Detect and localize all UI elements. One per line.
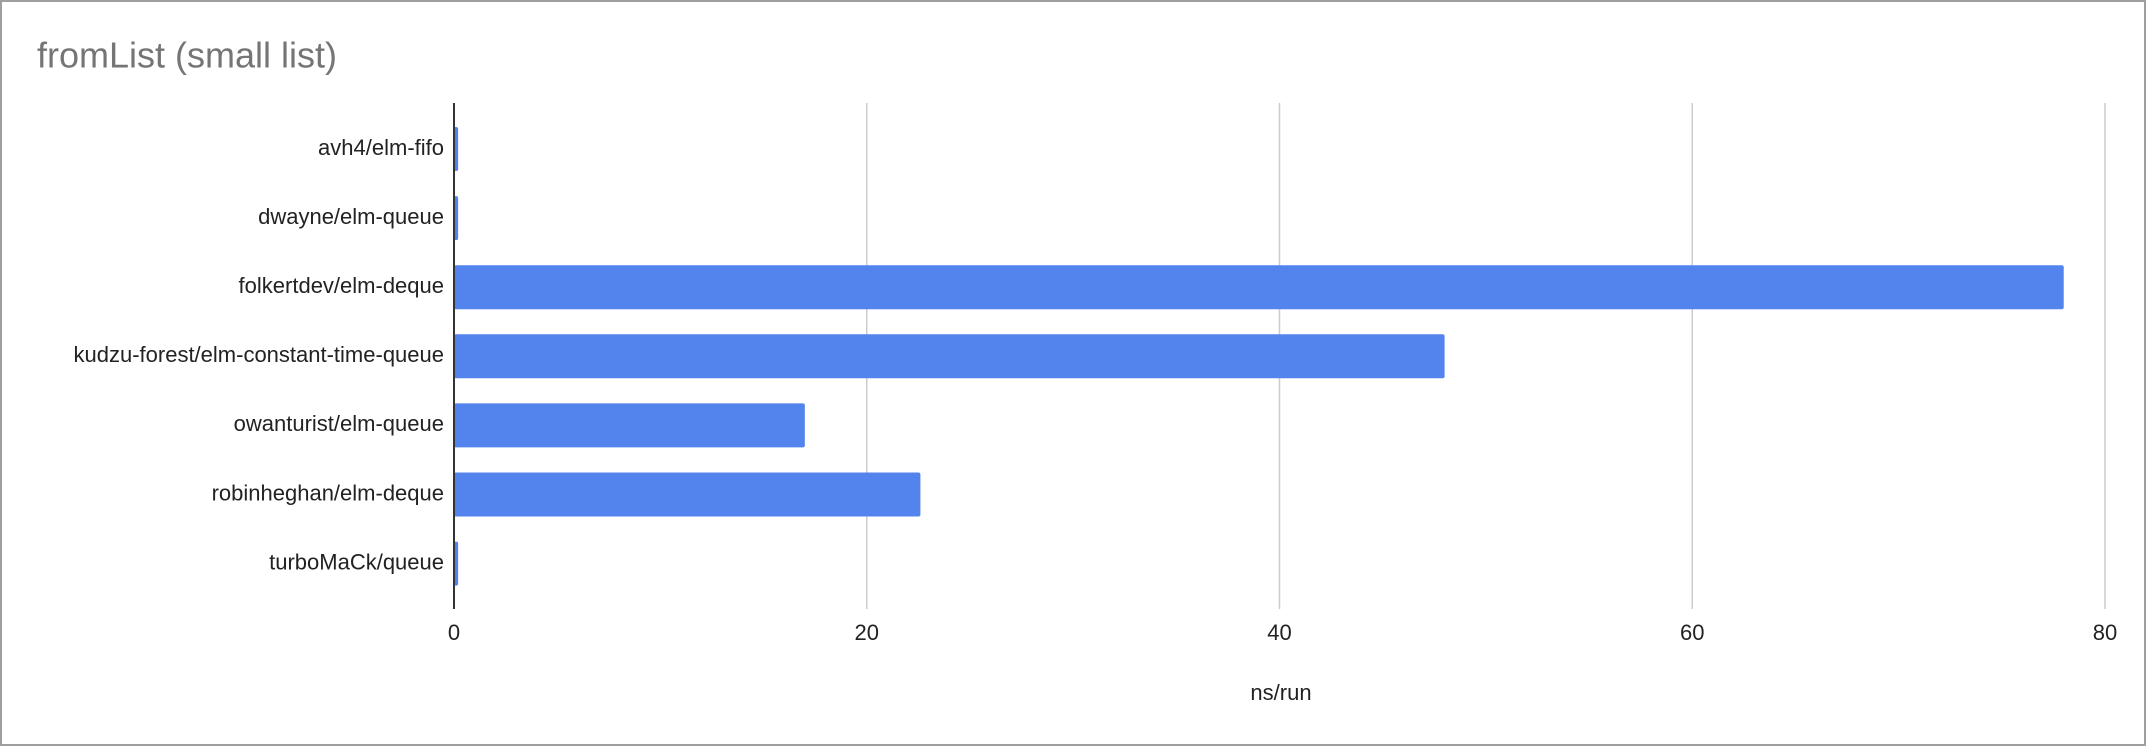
y-tick-label: folkertdev/elm-deque xyxy=(239,273,444,298)
bar xyxy=(454,127,459,171)
x-tick-label: 60 xyxy=(1680,620,1704,645)
y-tick-label: turboMaCk/queue xyxy=(269,549,444,574)
bar xyxy=(454,196,459,241)
y-tick-label: kudzu-forest/elm-constant-time-queue xyxy=(74,342,445,367)
x-tick-label: 20 xyxy=(855,620,879,645)
bar xyxy=(454,334,1445,379)
bar xyxy=(454,472,921,517)
bar xyxy=(454,265,2064,310)
bar xyxy=(454,403,805,448)
x-tick-label: 0 xyxy=(448,620,460,645)
x-tick-label: 40 xyxy=(1267,620,1291,645)
bar xyxy=(454,541,459,586)
y-tick-label: owanturist/elm-queue xyxy=(234,411,444,436)
x-tick-label: 80 xyxy=(2093,620,2117,645)
y-tick-label: robinheghan/elm-deque xyxy=(212,480,444,505)
y-tick-label: dwayne/elm-queue xyxy=(258,204,444,229)
x-axis-label: ns/run xyxy=(1250,680,1311,705)
chart-title: fromList (small list) xyxy=(37,35,337,76)
y-tick-label: avh4/elm-fifo xyxy=(318,135,444,160)
